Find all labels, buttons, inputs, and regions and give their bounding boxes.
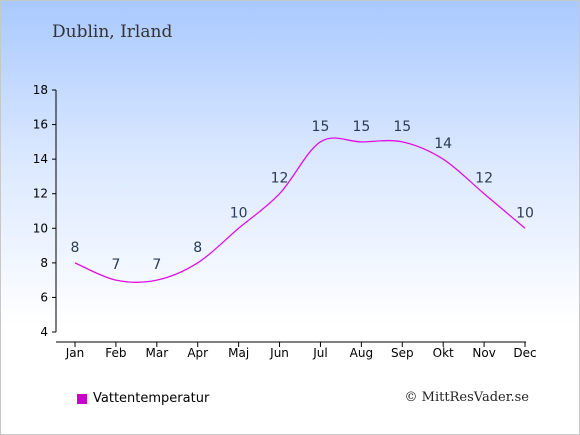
- x-ticks: Jan Feb Mar Apr Maj Jun Jul Aug Sep Okt Nov Dec: [65, 342, 537, 360]
- y-tick-label: 16: [33, 118, 48, 132]
- y-tick-label: 10: [33, 221, 48, 235]
- chart-title: Dublin, Irland: [52, 22, 173, 42]
- data-label: 15: [312, 119, 330, 135]
- copyright-credit: © MittResVader.se: [404, 390, 529, 405]
- data-label: 7: [152, 257, 161, 273]
- data-labels: 8 7 7 8 10 12 15 15 15 14 12 10: [71, 119, 534, 273]
- data-label: 8: [71, 240, 80, 256]
- data-label: 15: [352, 119, 370, 135]
- y-tick-label: 8: [40, 256, 48, 270]
- x-tick-label: Jun: [269, 346, 289, 360]
- data-label: 10: [516, 205, 534, 221]
- y-tick-label: 4: [40, 325, 48, 339]
- data-label: 15: [393, 119, 411, 135]
- series-line-vattentemperatur: [74, 137, 526, 283]
- data-label: 14: [434, 136, 452, 152]
- y-tick-label: 12: [33, 187, 48, 201]
- y-tick-label: 18: [33, 83, 48, 97]
- x-tick-label: Feb: [105, 346, 126, 360]
- x-tick-label: Aug: [350, 346, 373, 360]
- y-tick-label: 6: [40, 290, 48, 304]
- legend: Vattentemperatur: [77, 391, 209, 406]
- data-label: 12: [475, 171, 493, 187]
- data-label: 12: [271, 171, 289, 187]
- x-tick-label: Dec: [513, 346, 536, 360]
- x-tick-label: Maj: [228, 346, 249, 360]
- x-tick-label: Nov: [472, 346, 495, 360]
- x-tick-label: Okt: [433, 346, 454, 360]
- data-label: 7: [111, 257, 120, 273]
- legend-swatch: [77, 393, 87, 404]
- x-tick-label: Jan: [65, 346, 85, 360]
- x-tick-label: Apr: [187, 346, 208, 360]
- x-tick-label: Sep: [391, 346, 414, 360]
- legend-label: Vattentemperatur: [93, 391, 210, 406]
- x-tick-label: Jul: [312, 346, 327, 360]
- data-label: 10: [230, 205, 248, 221]
- y-ticks: 4 6 8 10 12 14 16 18: [33, 83, 56, 339]
- data-label: 8: [193, 240, 202, 256]
- y-tick-label: 14: [33, 152, 48, 166]
- x-tick-label: Mar: [145, 346, 168, 360]
